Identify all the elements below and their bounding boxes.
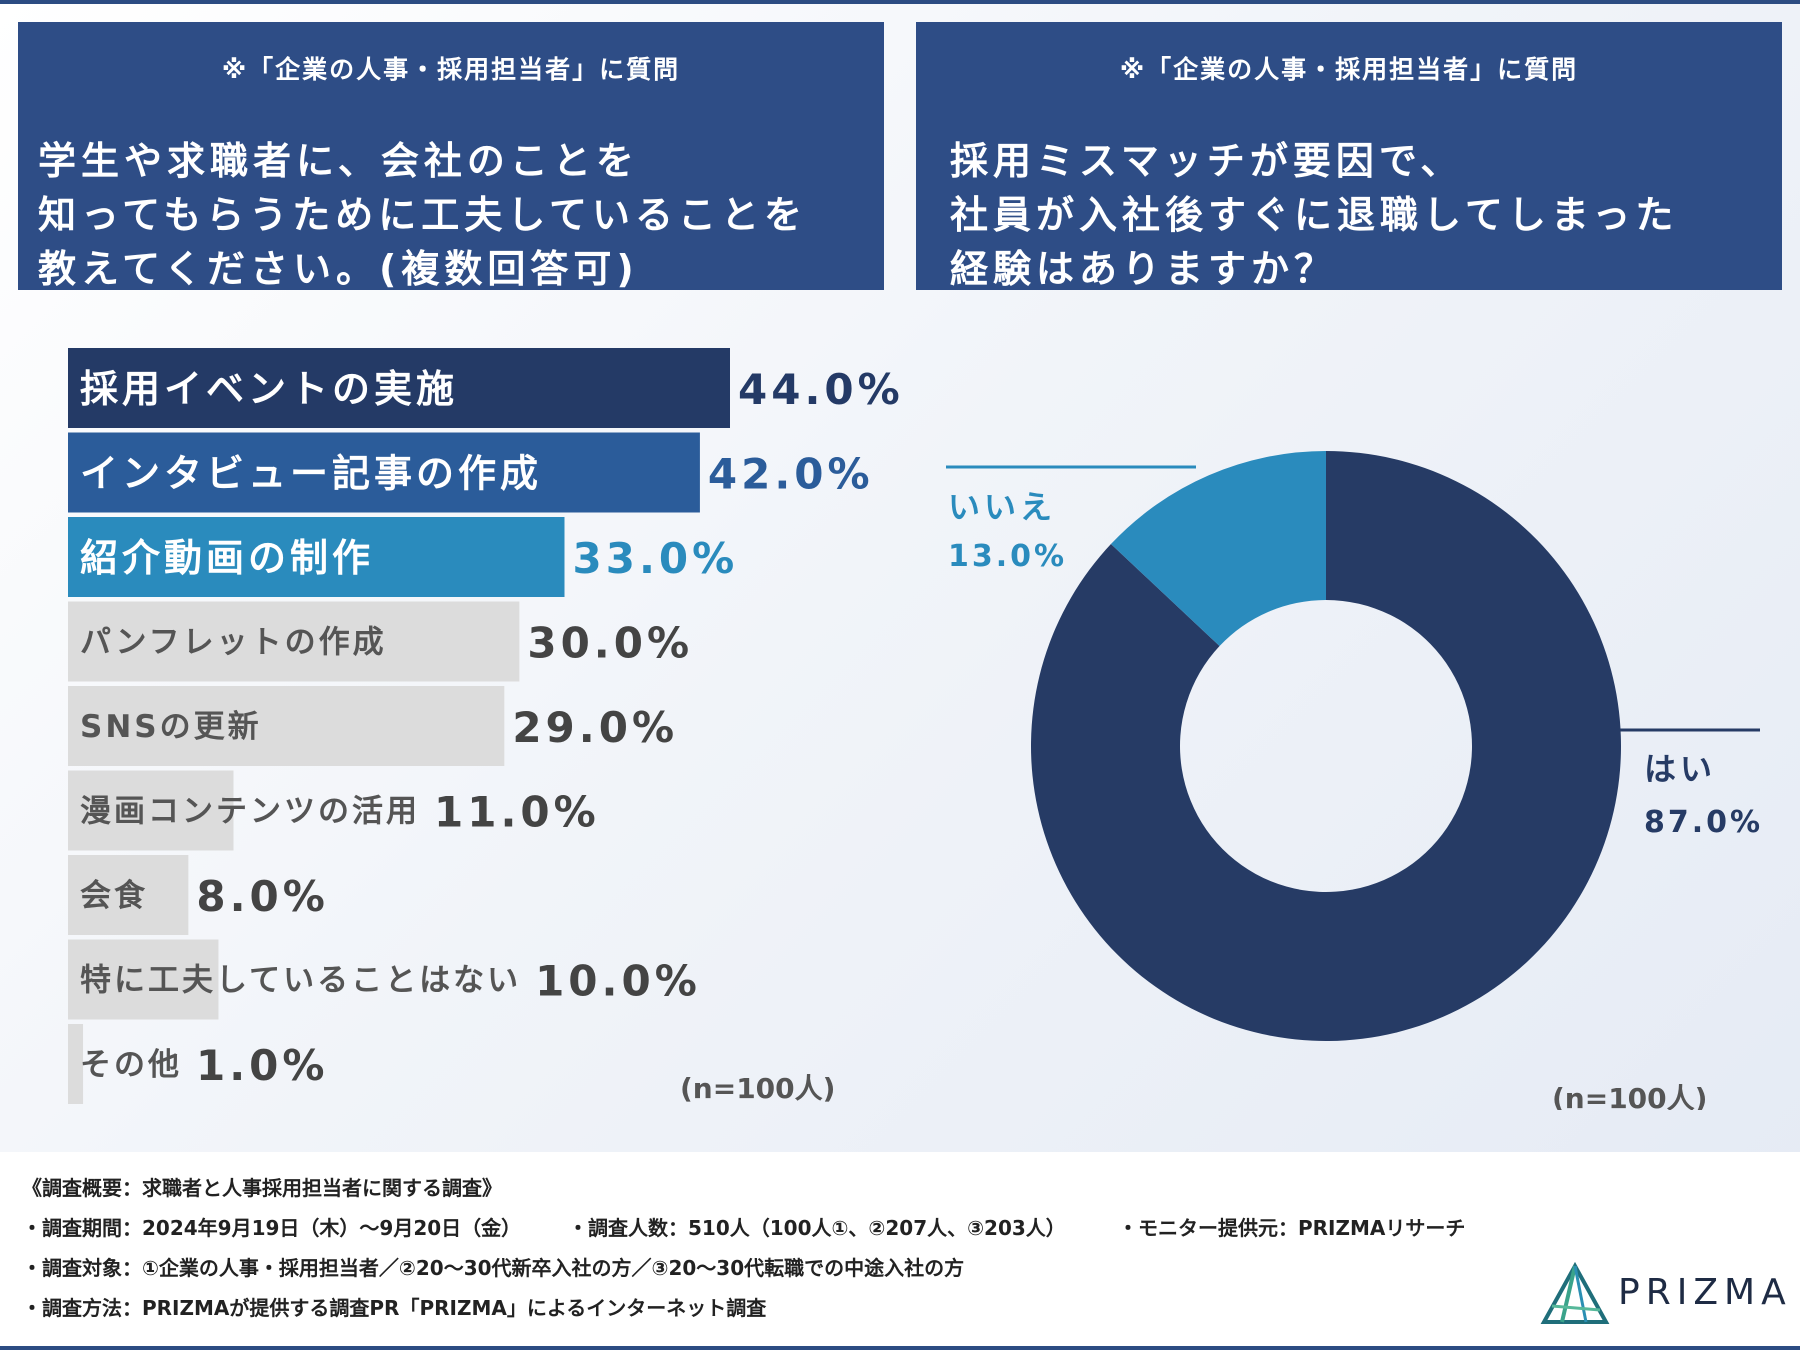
bar-value-2: 42.0% xyxy=(708,450,874,499)
bar-value-1: 44.0% xyxy=(738,365,900,414)
bar-label-2: インタビュー記事の作成 xyxy=(80,452,542,496)
bar-label-8: 特に工夫していることはない xyxy=(80,963,521,999)
bar-chart: 採用イベントの実施 44.0% インタビュー記事の作成 42.0% 紹介動画の制作 33.… xyxy=(68,348,900,1105)
bottom-rule xyxy=(0,1346,1800,1350)
donut-sample-note: (n=100人) xyxy=(1552,1082,1707,1110)
bar-value-5: 29.0% xyxy=(512,703,678,752)
bar-7 xyxy=(68,855,189,935)
bar-value-3: 33.0% xyxy=(573,534,739,583)
bar-2 xyxy=(68,432,700,513)
bar-label-6: 漫画コンテンツの活用 xyxy=(80,794,420,830)
bar-label-7: 会食 xyxy=(80,878,148,914)
footer-target: ・調査対象：①企業の人事・採用担当者／②20～30代新卒入社の方／③20～30代… xyxy=(22,1256,965,1280)
logo-text: PRIZMA xyxy=(1618,1272,1792,1313)
bar-6 xyxy=(68,770,234,851)
donut-label-no: いいえ xyxy=(948,488,1056,526)
bar-sample-note: (n=100人) xyxy=(680,1072,835,1105)
donut-value-yes: 87.0% xyxy=(1644,805,1763,840)
right-question-panel: ※「企業の人事・採用担当者」に質問 採用ミスマッチが要因で、 社員が入社後すぐに… xyxy=(916,22,1782,291)
footer-count: ・調査人数：510人（100人①、②207人、③203人） xyxy=(568,1216,1066,1240)
bar-value-8: 10.0% xyxy=(535,957,701,1006)
bar-value-4: 30.0% xyxy=(527,619,693,668)
left-question-panel: ※「企業の人事・採用担当者」に質問 学生や求職者に、会社のことを 知ってもらうた… xyxy=(18,22,884,291)
bar-label-4: パンフレットの作成 xyxy=(80,625,387,661)
footer-method: ・調査方法：PRIZMAが提供する調査PR「PRIZMA」によるインターネット調… xyxy=(22,1296,767,1320)
donut-slice-2 xyxy=(1110,451,1326,647)
prism-triangle-icon xyxy=(1540,1261,1610,1324)
survey-footer: 《調査概要：求職者と人事採用担当者に関する調査》 ・調査期間：2024年9月19… xyxy=(0,1152,1800,1350)
right-panel-note: ※「企業の人事・採用担当者」に質問 xyxy=(1119,55,1579,84)
bar-label-3: 紹介動画の制作 xyxy=(80,536,374,580)
top-rule xyxy=(0,0,1800,4)
footer-provider: ・モニター提供元：PRIZMAリサーチ xyxy=(1118,1216,1466,1240)
bar-label-9: その他 xyxy=(80,1047,182,1083)
left-panel-question: 学生や求職者に、会社のことを 知ってもらうために工夫していることを 教えてくださ… xyxy=(38,139,808,291)
bar-5 xyxy=(68,686,505,766)
prizma-logo: PRIZMA xyxy=(1540,1261,1792,1332)
footer-period: ・調査期間：2024年9月19日（木）～9月20日（金） xyxy=(22,1216,522,1240)
bar-value-7: 8.0% xyxy=(196,872,328,921)
left-panel-note: ※「企業の人事・採用担当者」に質問 xyxy=(221,55,681,84)
bar-label-1: 採用イベントの実施 xyxy=(80,367,458,411)
bar-8 xyxy=(68,939,219,1020)
donut-slice-1 xyxy=(1031,451,1622,1041)
donut-value-no: 13.0% xyxy=(948,539,1067,574)
bar-4 xyxy=(68,601,520,682)
bar-1 xyxy=(68,348,730,428)
footer-title: 《調査概要：求職者と人事採用担当者に関する調査》 xyxy=(22,1176,502,1200)
bar-3 xyxy=(68,517,565,597)
bar-value-9: 1.0% xyxy=(196,1041,328,1090)
right-panel-question: 採用ミスマッチが要因で、 社員が入社後すぐに退職してしまった 経験はありますか？ xyxy=(950,139,1679,291)
bar-label-5: SNSの更新 xyxy=(80,709,262,745)
bar-9 xyxy=(68,1024,84,1104)
bar-value-6: 11.0% xyxy=(434,788,600,837)
donut-label-yes: はい xyxy=(1644,750,1716,788)
donut-chart: はい 87.0% いいえ 13.0% (n=100人) xyxy=(946,451,1763,1110)
